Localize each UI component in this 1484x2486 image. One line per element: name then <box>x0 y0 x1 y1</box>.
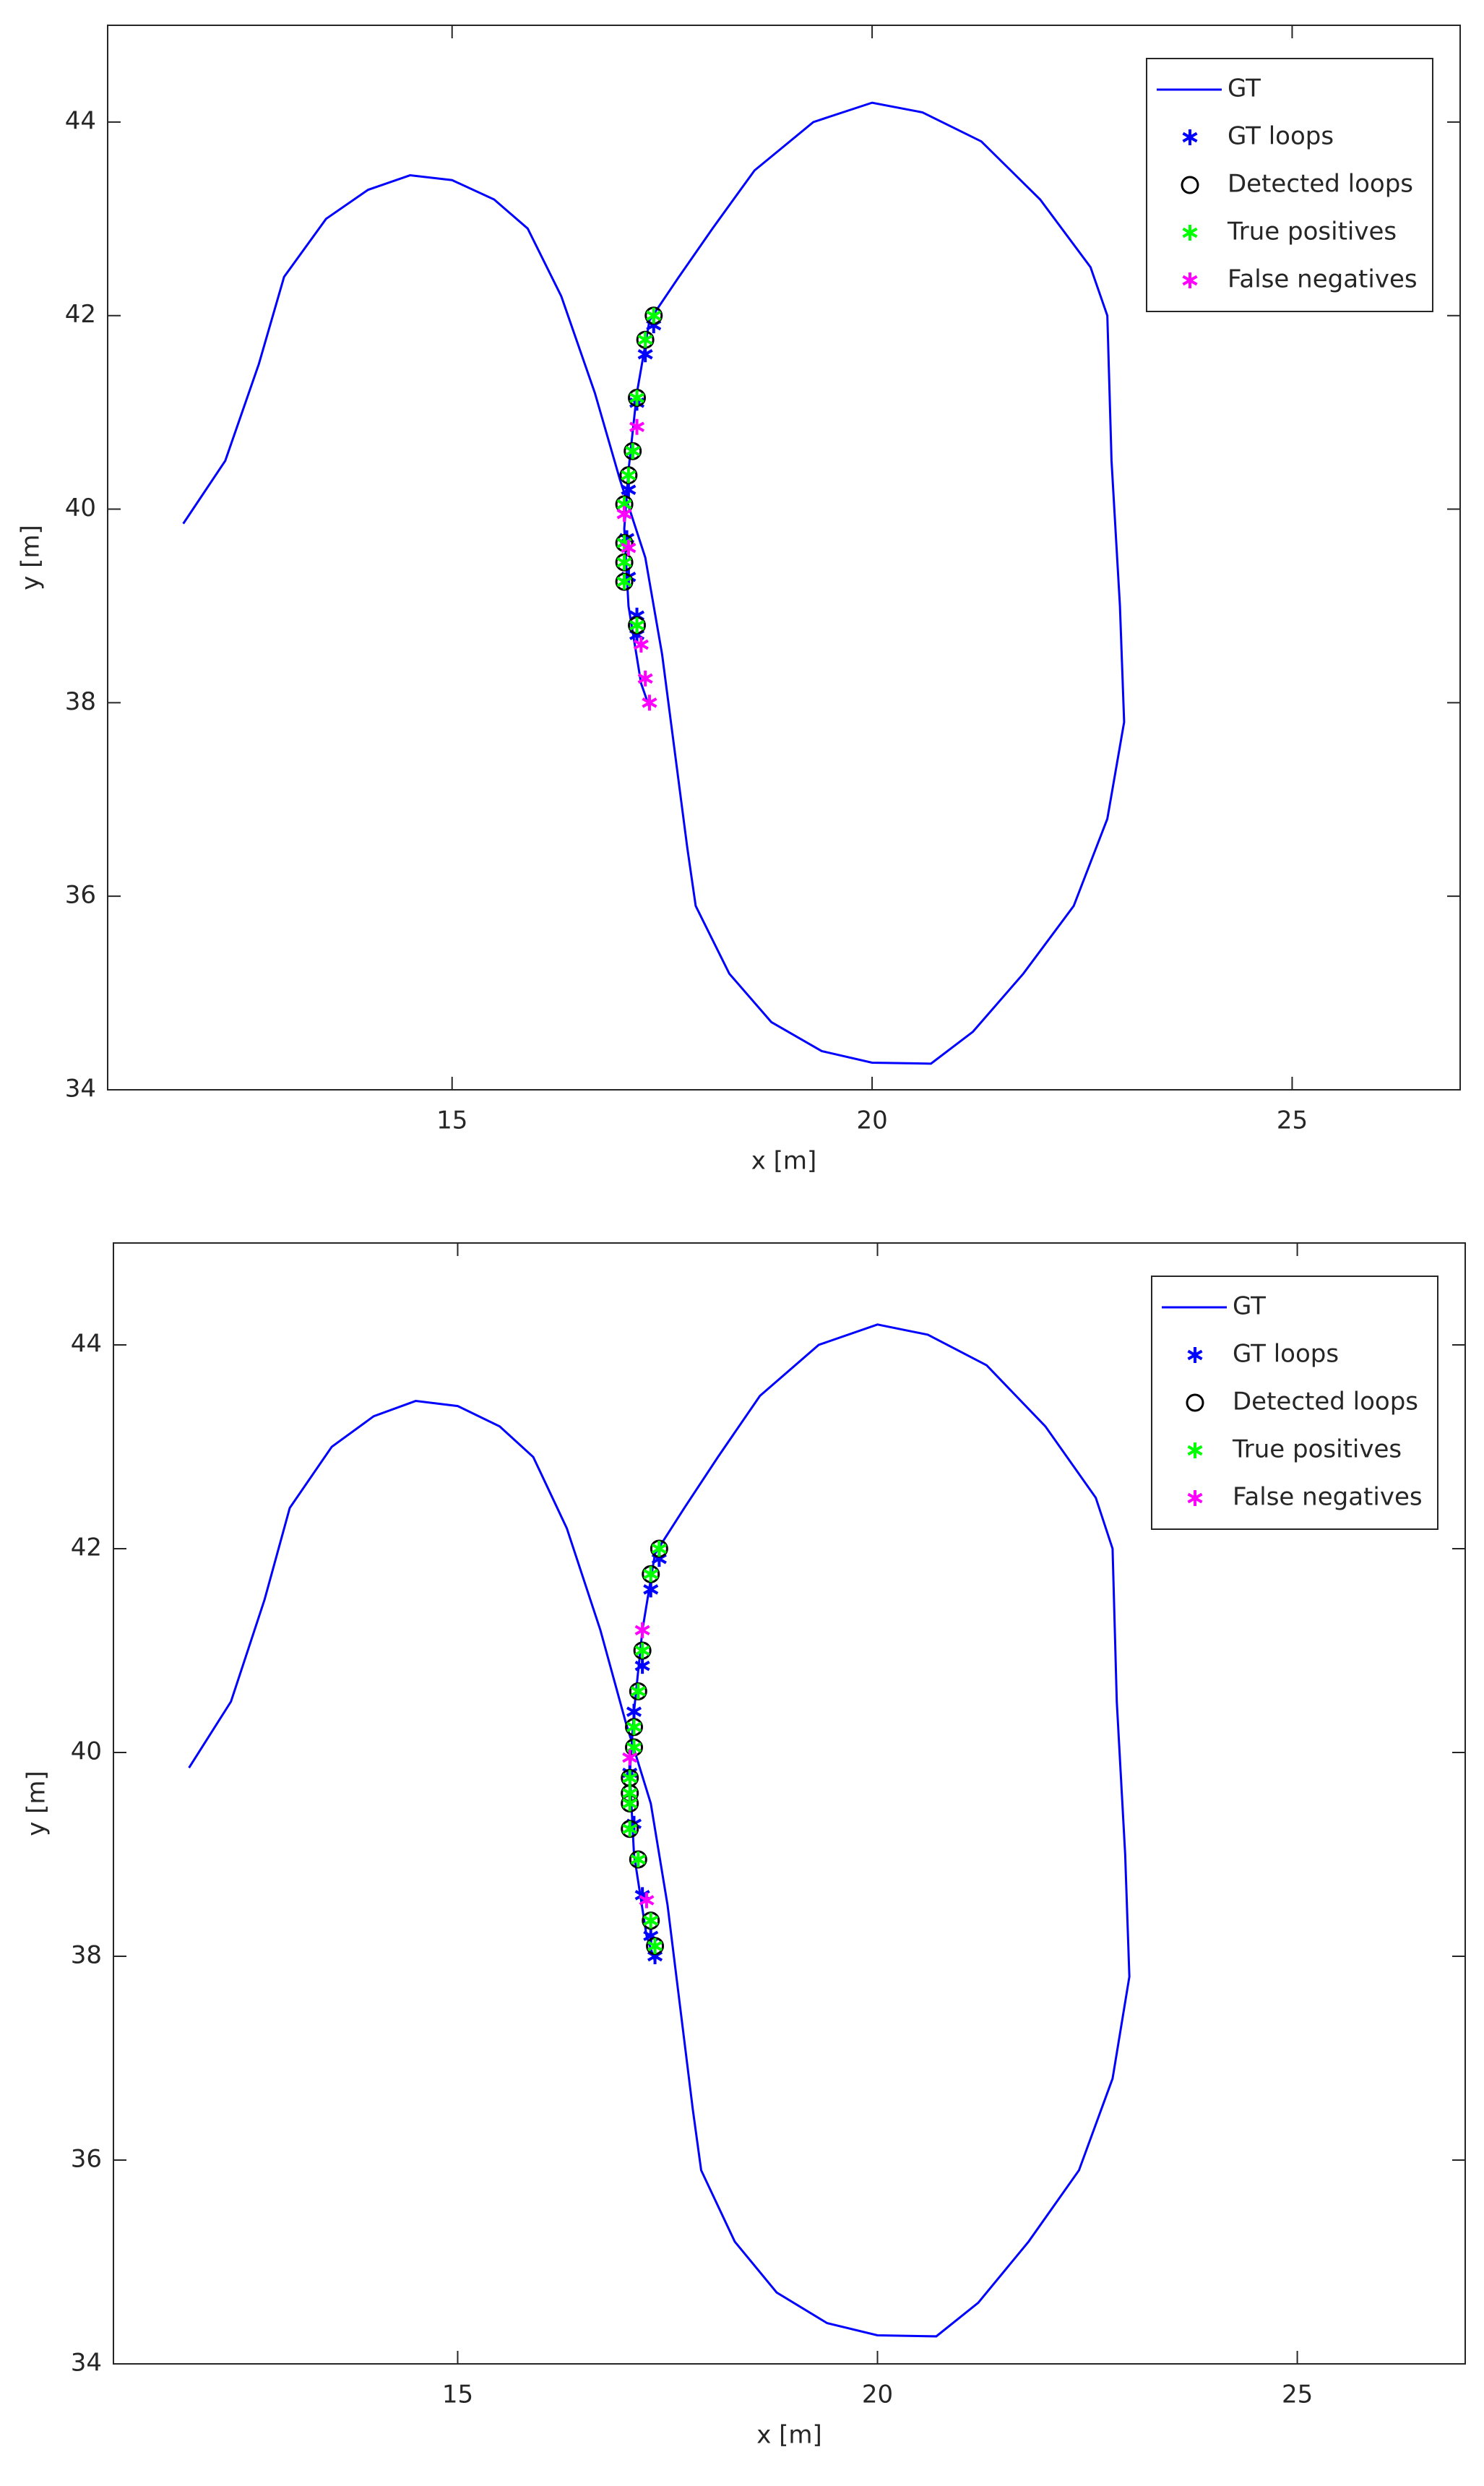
legend-box <box>1146 58 1433 312</box>
marker-star <box>626 1719 642 1735</box>
x-axis-label: x [m] <box>756 2421 822 2450</box>
marker-star <box>626 1703 642 1720</box>
legend-label: False negatives <box>1233 1483 1423 1512</box>
y-tick-label: 40 <box>71 1737 102 1766</box>
y-tick-label: 42 <box>65 300 96 329</box>
marker-star <box>622 1750 638 1766</box>
x-tick-label: 25 <box>1282 2380 1313 2409</box>
y-axis-label: y [m] <box>17 525 46 590</box>
plot-frame <box>113 1242 1466 2365</box>
marker-star <box>1182 129 1198 145</box>
legend: GT GT loops Detected loops True positives Fa… <box>1146 58 1433 312</box>
x-tick-label: 20 <box>856 1106 887 1135</box>
y-tick-label: 34 <box>71 2349 102 2378</box>
trajectory-line <box>182 101 1126 1065</box>
marker-star <box>637 332 653 348</box>
legend-label: GT loops <box>1228 122 1334 151</box>
plot: 15 20 25 34 36 38 40 42 44 x [m] y [m] GT GT loops De… <box>22 1242 1466 2450</box>
marker-star <box>643 1581 659 1598</box>
marker-star <box>637 670 653 687</box>
marker-star <box>630 1851 646 1868</box>
legend-label: True positives <box>1227 218 1397 246</box>
x-axis-label: x [m] <box>751 1147 817 1176</box>
legend-label: GT loops <box>1233 1340 1339 1369</box>
y-tick-label: 44 <box>65 106 96 135</box>
marker-star <box>643 1566 659 1583</box>
marker-star <box>629 617 645 634</box>
marker-circle <box>1186 1393 1204 1412</box>
x-tick-label: 25 <box>1277 1106 1308 1135</box>
marker-star <box>621 481 637 498</box>
trajectory-line <box>188 1323 1131 2338</box>
marker-star <box>637 346 653 363</box>
marker-star <box>633 637 649 653</box>
marker-star <box>634 1643 650 1659</box>
marker-star <box>622 1770 638 1786</box>
legend-label: GT <box>1228 74 1261 103</box>
marker-star <box>1187 1490 1203 1506</box>
marker-star <box>651 1541 667 1557</box>
marker-star <box>639 1892 655 1909</box>
y-tick-label: 40 <box>65 494 96 522</box>
legend-box <box>1151 1276 1438 1530</box>
marker-star <box>622 1820 638 1837</box>
y-tick-label: 44 <box>71 1330 102 1359</box>
marker-star <box>646 307 662 324</box>
marker-star <box>1182 225 1198 241</box>
marker-star <box>634 1658 650 1674</box>
marker-star <box>625 443 641 460</box>
y-tick-label: 36 <box>71 2145 102 2174</box>
x-tick-label: 20 <box>862 2380 893 2409</box>
marker-star <box>621 540 637 556</box>
marker-star <box>643 1912 659 1929</box>
x-tick-label: 15 <box>442 2380 473 2409</box>
marker-star <box>622 1795 638 1812</box>
marker-star <box>629 418 645 435</box>
marker-star <box>629 390 645 406</box>
legend-label: Detected loops <box>1233 1388 1418 1416</box>
marker-star <box>616 554 632 571</box>
y-tick-label: 38 <box>65 687 96 716</box>
plot: 15 20 25 34 36 38 40 42 44 x [m] y [m] GT GT loops De… <box>17 25 1461 1176</box>
marker-star <box>616 573 632 590</box>
legend-label: True positives <box>1232 1435 1402 1464</box>
marker-star <box>642 694 657 711</box>
marker-star <box>1182 272 1198 288</box>
marker-star <box>1187 1442 1203 1458</box>
marker-star <box>634 1622 650 1638</box>
legend-label: False negatives <box>1228 265 1418 294</box>
legend-label: Detected loops <box>1228 170 1413 199</box>
y-axis-label: y [m] <box>22 1771 51 1836</box>
legend: GT GT loops Detected loops True positives Fa… <box>1151 1276 1438 1530</box>
marker-star <box>616 506 632 522</box>
legend-label: GT <box>1233 1292 1266 1321</box>
y-tick-label: 36 <box>65 881 96 910</box>
plot-frame <box>107 25 1461 1091</box>
x-tick-label: 15 <box>436 1106 467 1135</box>
y-tick-label: 42 <box>71 1534 102 1562</box>
marker-star <box>630 1683 646 1700</box>
y-tick-label: 34 <box>65 1075 96 1104</box>
y-tick-label: 38 <box>71 1941 102 1970</box>
marker-star <box>621 467 637 483</box>
marker-circle <box>1181 176 1199 194</box>
marker-star <box>1187 1347 1203 1363</box>
marker-star <box>647 1937 663 1954</box>
